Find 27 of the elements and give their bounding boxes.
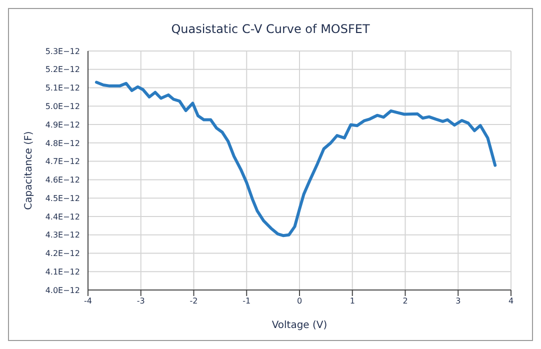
x-axis-title: Voltage (V) (272, 320, 328, 331)
y-tick-label: 5.2E−12 (45, 65, 80, 74)
y-tick-label: 4.9E−12 (45, 120, 80, 130)
line-series (94, 80, 497, 238)
x-tick-label: 4 (508, 296, 514, 306)
x-tick-label: -3 (136, 296, 145, 306)
x-tick-label: -2 (190, 296, 198, 306)
x-tick-label: -1 (242, 296, 251, 306)
y-tick-label: 4.4E−12 (45, 212, 80, 222)
y-tick-label: 5.1E−12 (45, 84, 80, 93)
x-tick-label: 1 (350, 296, 355, 306)
y-tick-label: 4.6E−12 (45, 176, 80, 185)
chart-title: Quasistatic C-V Curve of MOSFET (170, 22, 371, 36)
y-tick-label: 4.1E−12 (45, 267, 80, 276)
y-tick-label: 4.3E−12 (45, 230, 80, 240)
y-axis-title: Capacitance (F) (24, 131, 35, 210)
y-tick-label: 4.2E−12 (45, 249, 80, 258)
y-tick-label: 4.7E−12 (45, 157, 80, 166)
x-tick-label: -4 (84, 296, 92, 306)
x-tick-label: 3 (456, 296, 461, 306)
y-tick-label: 4.8E−12 (45, 138, 80, 148)
x-tick-label: 0 (296, 296, 302, 306)
y-tick-label: 4.0E−12 (45, 286, 80, 295)
x-tick-label: 2 (402, 296, 408, 306)
y-tick-label: 4.5E−12 (45, 194, 80, 203)
y-tick-label: 5.0E−12 (45, 102, 80, 111)
y-tick-label: 5.3E−12 (45, 46, 80, 56)
